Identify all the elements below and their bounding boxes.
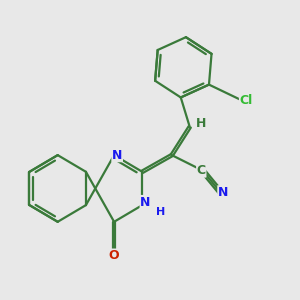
Text: N: N (112, 148, 122, 162)
Text: Cl: Cl (239, 94, 253, 106)
Text: O: O (109, 249, 119, 262)
Text: H: H (196, 117, 206, 130)
Text: N: N (140, 196, 151, 208)
Text: H: H (156, 206, 165, 217)
Text: N: N (218, 186, 228, 199)
Text: C: C (197, 164, 206, 177)
